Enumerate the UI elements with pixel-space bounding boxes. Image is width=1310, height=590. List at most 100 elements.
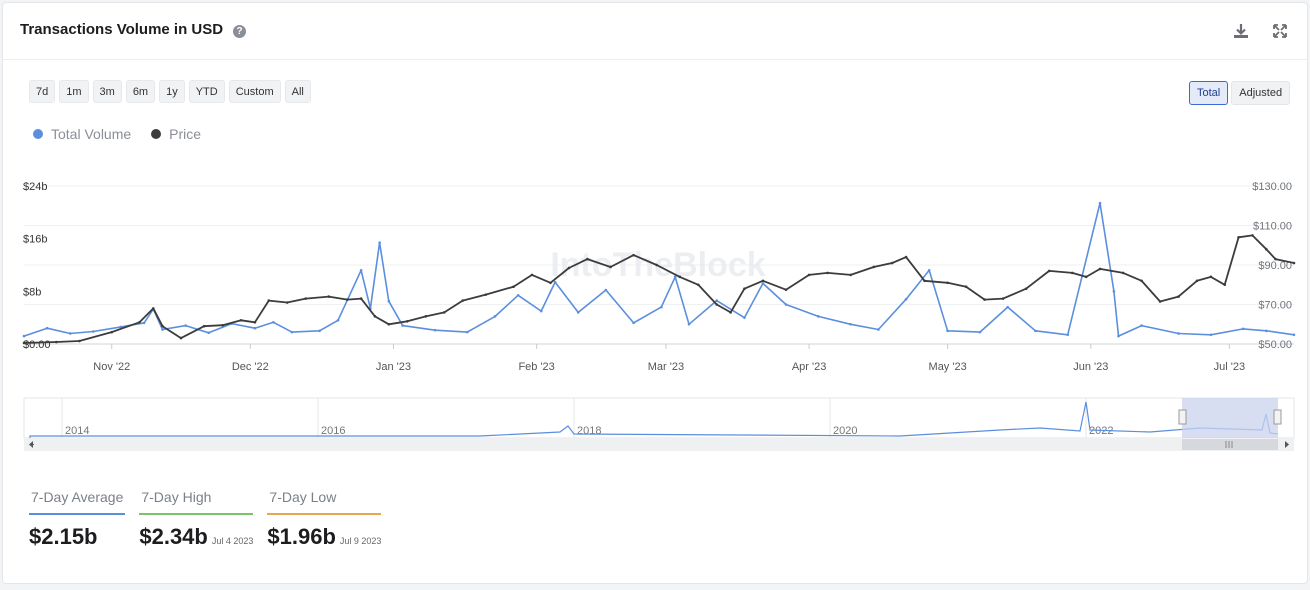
- mode-total-button[interactable]: Total: [1189, 81, 1229, 105]
- scroll-right-arrow-icon: [1285, 441, 1289, 448]
- price-point: [345, 298, 349, 301]
- x-tick-label: Apr '23: [792, 361, 827, 373]
- navigator-tick-label: 2018: [577, 425, 601, 437]
- price-point: [22, 341, 26, 345]
- legend-dot-volume: [33, 129, 43, 139]
- range-3m-button[interactable]: 3m: [92, 80, 122, 103]
- legend-item-price[interactable]: Price: [151, 126, 201, 142]
- volume-point: [119, 325, 123, 329]
- price-point: [655, 263, 658, 267]
- price-point: [849, 273, 852, 277]
- price-point: [1209, 275, 1213, 279]
- volume-point: [253, 326, 257, 330]
- volume-point: [91, 330, 95, 333]
- mode-adjusted-button[interactable]: Adjusted: [1231, 81, 1291, 105]
- volume-point: [68, 332, 72, 335]
- series-line-price: [23, 234, 1295, 344]
- range-1y-button[interactable]: 1y: [159, 80, 185, 103]
- legend-dot-price: [151, 129, 162, 139]
- price-point: [983, 298, 986, 301]
- price-point: [549, 281, 552, 285]
- volume-point: [604, 288, 608, 292]
- volume-point: [1034, 329, 1037, 333]
- expand-icon[interactable]: [1270, 21, 1290, 41]
- range-7d-button[interactable]: 7d: [29, 80, 56, 103]
- stat-value-text: $2.15b: [29, 524, 98, 549]
- price-point: [161, 324, 164, 328]
- range-all-button[interactable]: All: [284, 80, 311, 103]
- stat-label: 7-Day Low: [267, 489, 382, 515]
- range-1m-button[interactable]: 1m: [59, 80, 89, 103]
- price-point: [1292, 261, 1296, 265]
- price-point: [964, 285, 968, 289]
- price-point: [784, 288, 788, 291]
- volume-point: [673, 275, 677, 279]
- volume-point: [927, 268, 931, 272]
- volume-point: [1264, 329, 1268, 333]
- volume-point: [272, 320, 275, 324]
- price-point: [729, 311, 732, 314]
- price-point: [678, 275, 682, 279]
- stat-7day-low: 7-Day Low $1.96b Jul 9 2023: [267, 489, 382, 550]
- price-point: [530, 273, 534, 277]
- price-point: [1237, 236, 1240, 239]
- stat-value-text: $1.96b: [267, 524, 336, 549]
- help-icon[interactable]: ?: [233, 25, 246, 38]
- volume-point: [336, 319, 340, 322]
- stat-7day-high: 7-Day High $2.34b Jul 4 2023: [139, 489, 254, 550]
- volume-point: [1209, 333, 1213, 337]
- volume-point: [387, 299, 391, 303]
- navigator-selection: [1182, 398, 1278, 438]
- range-ytd-button[interactable]: YTD: [188, 80, 225, 103]
- price-point: [304, 297, 308, 300]
- stat-date: Jul 4 2023: [211, 536, 254, 546]
- x-tick-label: May '23: [929, 361, 967, 373]
- price-point: [152, 307, 155, 310]
- price-point: [567, 266, 571, 270]
- price-point: [923, 279, 926, 283]
- price-point: [484, 293, 488, 296]
- volume-point: [761, 282, 765, 285]
- range-custom-button[interactable]: Custom: [228, 80, 281, 103]
- volume-point: [817, 315, 820, 318]
- price-point: [946, 281, 949, 285]
- volume-point: [877, 328, 880, 331]
- legend-item-total-volume[interactable]: Total Volume: [33, 126, 131, 142]
- volume-point: [516, 293, 520, 297]
- scroll-left-arrow-icon: [29, 441, 33, 448]
- stat-value: $1.96b Jul 9 2023: [267, 524, 381, 550]
- volume-point: [978, 330, 982, 334]
- price-point: [1071, 271, 1074, 275]
- download-icon[interactable]: [1231, 21, 1251, 41]
- price-point: [586, 257, 589, 261]
- volume-point: [184, 324, 187, 327]
- volume-point: [660, 305, 663, 309]
- chart-area[interactable]: $50.00 $70.00 $90.00 $110.00 $130.00 $0.00 $8b…: [0, 0, 1310, 470]
- legend-label-volume: Total Volume: [51, 126, 132, 142]
- price-point: [1251, 234, 1254, 237]
- range-6m-button[interactable]: 6m: [125, 80, 156, 103]
- price-point: [1195, 279, 1199, 283]
- navigator-tick-label: 2020: [833, 425, 857, 437]
- volume-point: [1292, 333, 1296, 337]
- price-point: [807, 273, 811, 277]
- price-point: [1158, 300, 1162, 303]
- price-point: [890, 261, 894, 265]
- volume-point: [22, 334, 26, 338]
- volume-point: [576, 311, 580, 314]
- volume-point: [318, 329, 321, 333]
- volume-point: [1177, 332, 1180, 335]
- price-point: [1177, 295, 1180, 298]
- y-right-tick-label: $70.00: [1258, 300, 1292, 312]
- price-point: [512, 285, 515, 289]
- y-left-tick-label: $24b: [23, 181, 47, 193]
- price-point: [221, 323, 224, 327]
- volume-point: [493, 315, 497, 318]
- navigator-handle-left: [1178, 409, 1187, 425]
- mode-selector: Total Adjusted: [1189, 81, 1291, 105]
- volume-point: [1006, 305, 1009, 309]
- y-right-tick-label: $110.00: [1253, 221, 1292, 233]
- price-point: [406, 319, 409, 323]
- volume-point: [743, 316, 746, 319]
- price-point: [327, 295, 331, 298]
